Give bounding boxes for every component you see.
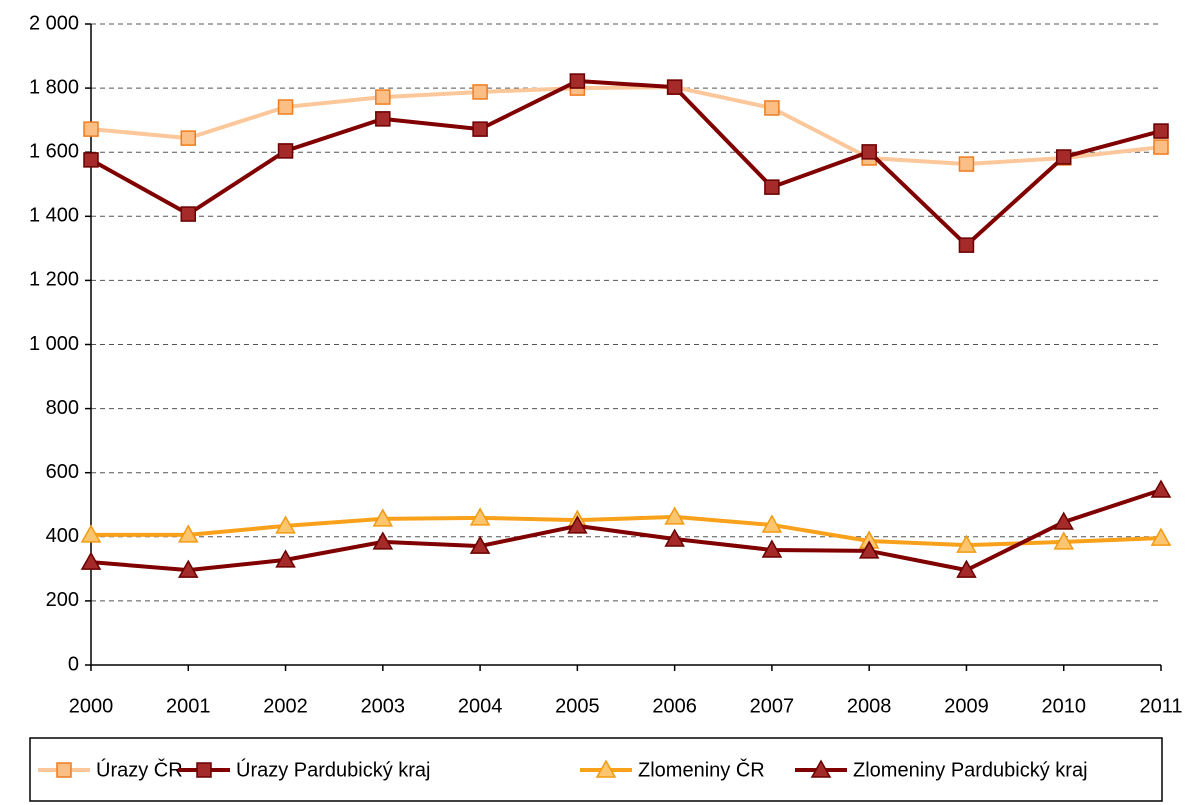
legend-label: Zlomeniny Pardubický kraj bbox=[853, 759, 1088, 781]
marker bbox=[177, 559, 199, 578]
y-tick-label: 200 bbox=[46, 589, 79, 611]
marker bbox=[196, 762, 212, 778]
marker bbox=[666, 79, 683, 95]
marker bbox=[569, 73, 586, 89]
x-tick-label: 2010 bbox=[1041, 695, 1086, 717]
x-tick-label: 2006 bbox=[652, 695, 697, 717]
marker bbox=[1053, 531, 1075, 550]
series-line bbox=[90, 79, 1162, 248]
x-tick-label: 2002 bbox=[263, 695, 308, 717]
marker bbox=[1053, 511, 1075, 530]
series-line bbox=[91, 514, 1162, 548]
marker bbox=[858, 540, 880, 559]
marker bbox=[469, 535, 491, 554]
marker bbox=[761, 539, 783, 558]
marker bbox=[1153, 139, 1169, 155]
y-tick-label: 1 000 bbox=[29, 333, 79, 355]
marker bbox=[83, 152, 99, 168]
x-tick-label: 2001 bbox=[166, 695, 211, 717]
marker bbox=[80, 551, 102, 570]
marker bbox=[958, 156, 975, 172]
marker bbox=[664, 506, 685, 525]
x-tick-label: 2004 bbox=[458, 695, 503, 717]
marker bbox=[375, 89, 391, 105]
marker bbox=[764, 100, 780, 116]
y-tick-label: 0 bbox=[68, 653, 79, 675]
x-tick-label: 2008 bbox=[847, 695, 892, 717]
x-tick-label: 2011 bbox=[1139, 695, 1182, 717]
marker bbox=[958, 237, 975, 253]
marker bbox=[375, 111, 391, 127]
marker bbox=[469, 507, 491, 526]
marker bbox=[180, 206, 197, 222]
marker bbox=[956, 559, 977, 578]
marker bbox=[1055, 149, 1072, 165]
x-tick-label: 2009 bbox=[944, 695, 989, 717]
marker bbox=[83, 121, 99, 137]
y-tick-label: 600 bbox=[46, 461, 79, 483]
y-tick-label: 800 bbox=[46, 397, 79, 419]
marker bbox=[1150, 527, 1172, 546]
marker bbox=[595, 759, 617, 778]
marker bbox=[372, 508, 394, 527]
marker bbox=[56, 762, 72, 778]
marker bbox=[810, 759, 832, 778]
y-tick-label: 2 000 bbox=[29, 12, 79, 34]
legend-label: Úrazy Pardubický kraj bbox=[236, 758, 431, 781]
legend-label: Zlomeniny ČR bbox=[638, 758, 765, 781]
marker bbox=[761, 514, 783, 533]
marker bbox=[180, 130, 197, 146]
marker bbox=[764, 179, 780, 195]
marker bbox=[956, 534, 977, 553]
marker bbox=[567, 515, 588, 534]
y-tick-label: 1 400 bbox=[29, 205, 79, 227]
y-tick-label: 400 bbox=[46, 525, 79, 547]
y-tick-label: 1 600 bbox=[29, 140, 79, 162]
series-line bbox=[90, 85, 1162, 167]
marker bbox=[1150, 479, 1172, 498]
marker bbox=[372, 531, 394, 550]
marker bbox=[472, 121, 488, 137]
y-tick-label: 1 800 bbox=[29, 76, 79, 98]
marker bbox=[277, 99, 294, 115]
x-tick-label: 2005 bbox=[555, 695, 600, 717]
marker bbox=[664, 528, 685, 547]
marker bbox=[275, 515, 296, 534]
marker bbox=[861, 144, 877, 160]
x-tick-label: 2000 bbox=[69, 695, 114, 717]
legend-label: Úrazy ČR bbox=[96, 758, 183, 781]
marker bbox=[275, 549, 296, 568]
y-tick-label: 1 200 bbox=[29, 269, 79, 291]
marker bbox=[472, 84, 488, 100]
series-line bbox=[90, 488, 1162, 573]
marker bbox=[80, 524, 102, 543]
marker bbox=[177, 524, 199, 543]
x-tick-label: 2007 bbox=[750, 695, 795, 717]
x-tick-label: 2003 bbox=[361, 695, 406, 717]
marker bbox=[277, 143, 294, 159]
marker bbox=[1153, 123, 1169, 139]
